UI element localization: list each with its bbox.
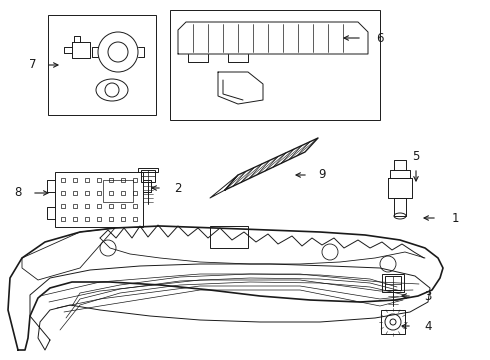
Text: 6: 6 <box>376 31 384 45</box>
Text: 5: 5 <box>412 150 420 163</box>
Bar <box>55 172 143 227</box>
Bar <box>48 15 156 115</box>
Text: 8: 8 <box>14 186 22 199</box>
Text: 9: 9 <box>318 168 326 181</box>
Text: 2: 2 <box>174 181 182 194</box>
Bar <box>138 168 158 172</box>
Bar <box>103 180 133 202</box>
Text: 1: 1 <box>451 211 459 225</box>
Bar <box>141 170 155 182</box>
Text: 4: 4 <box>424 320 432 333</box>
Text: 3: 3 <box>424 289 432 302</box>
Bar <box>385 276 401 290</box>
Text: 7: 7 <box>29 58 37 72</box>
Bar <box>210 226 248 248</box>
Bar <box>382 274 404 292</box>
Bar <box>381 310 405 334</box>
Bar <box>170 10 380 120</box>
